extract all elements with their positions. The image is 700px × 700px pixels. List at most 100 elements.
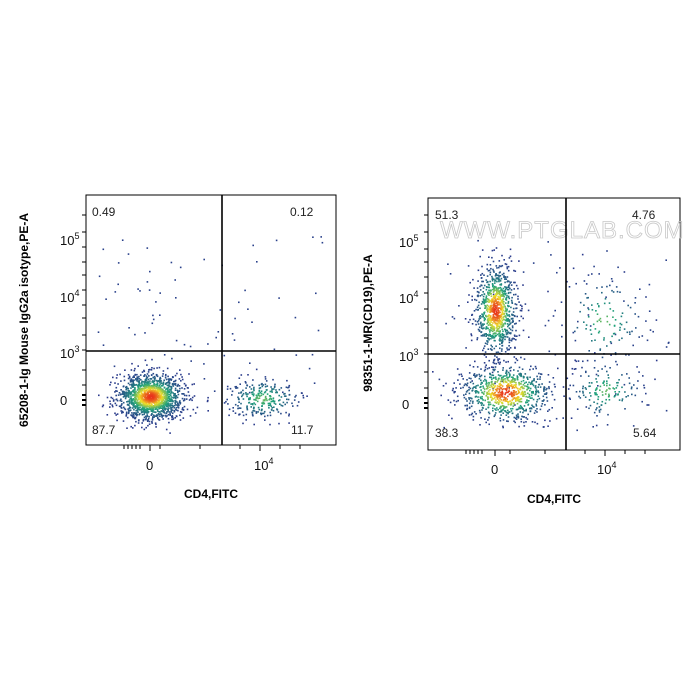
event-dot: [554, 309, 556, 312]
event-dot: [146, 373, 149, 375]
event-dot: [490, 327, 493, 329]
event-dot: [145, 389, 148, 391]
quadrant-lower-right-pct: 11.7: [291, 423, 314, 437]
event-dot: [498, 260, 501, 262]
event-dot: [167, 409, 169, 411]
event-dot: [494, 318, 497, 321]
event-dot: [288, 413, 290, 415]
event-dot: [133, 412, 135, 414]
event-dot: [512, 394, 514, 396]
event-dot: [271, 391, 273, 393]
event-dot: [514, 417, 517, 420]
event-dot: [523, 409, 525, 412]
event-dot: [507, 292, 510, 295]
event-dot: [506, 314, 508, 316]
event-dot: [540, 373, 542, 375]
event-dot: [279, 403, 281, 405]
event-dot: [521, 368, 524, 370]
event-dot: [505, 263, 508, 266]
event-dot: [242, 389, 244, 392]
event-dot: [124, 392, 126, 394]
event-dot: [486, 322, 488, 325]
event-dot: [160, 392, 162, 394]
event-dot: [511, 325, 514, 327]
event-dot: [494, 322, 497, 325]
event-dot: [490, 384, 492, 387]
event-dot: [471, 295, 473, 298]
event-dot: [511, 376, 513, 378]
event-dot: [582, 392, 584, 394]
event-dot: [488, 301, 490, 303]
event-dot: [177, 409, 179, 412]
event-dot: [130, 369, 133, 371]
event-dot: [606, 380, 608, 382]
event-dot: [116, 374, 118, 376]
event-dot: [130, 378, 133, 380]
event-dot: [545, 393, 547, 395]
event-dot: [250, 406, 252, 408]
event-dot: [130, 379, 132, 382]
event-dot: [529, 368, 531, 371]
event-dot: [490, 307, 492, 310]
event-dot: [102, 248, 105, 251]
event-dot: [507, 360, 509, 363]
event-dot: [636, 387, 638, 390]
event-dot: [466, 389, 469, 392]
event-dot: [122, 411, 124, 414]
event-dot: [508, 310, 510, 313]
event-dot: [626, 373, 628, 375]
event-dot: [481, 300, 484, 303]
event-dot: [499, 347, 501, 350]
event-dot: [606, 320, 609, 323]
event-dot: [515, 418, 518, 420]
event-dot: [522, 393, 524, 396]
event-dot: [598, 273, 600, 275]
event-dot: [480, 331, 483, 333]
event-dot: [497, 289, 499, 291]
event-dot: [609, 388, 611, 390]
event-dot: [162, 383, 164, 386]
event-dot: [181, 393, 183, 395]
event-dot: [497, 295, 499, 298]
event-dot: [494, 391, 497, 394]
event-dot: [267, 402, 270, 405]
event-dot: [157, 391, 159, 394]
event-dot: [143, 395, 145, 398]
event-dot: [505, 286, 507, 289]
event-dot: [155, 415, 157, 417]
event-dot: [494, 313, 497, 316]
event-dot: [174, 408, 177, 411]
event-dot: [468, 414, 471, 416]
event-dot: [168, 411, 171, 413]
event-dot: [488, 329, 491, 331]
event-dot: [608, 302, 611, 304]
event-dot: [570, 417, 573, 419]
event-dot: [248, 397, 250, 400]
event-dot: [539, 386, 542, 388]
event-dot: [582, 360, 584, 363]
event-dot: [144, 415, 147, 418]
event-dot: [171, 399, 173, 401]
event-dot: [496, 308, 498, 310]
event-dot: [183, 394, 186, 397]
event-dot: [272, 400, 274, 403]
event-dot: [143, 370, 146, 373]
event-dot: [517, 408, 520, 410]
event-dot: [132, 427, 134, 429]
event-dot: [501, 348, 503, 350]
event-dot: [501, 380, 504, 383]
event-dot: [269, 423, 271, 426]
event-dot: [488, 338, 490, 341]
event-dot: [487, 411, 490, 414]
event-dot: [268, 402, 271, 405]
event-dot: [468, 406, 471, 409]
event-dot: [261, 385, 264, 388]
event-dot: [163, 354, 166, 356]
event-dot: [166, 384, 169, 387]
event-dot: [505, 332, 508, 334]
event-dot: [148, 369, 150, 371]
event-dot: [493, 309, 496, 312]
event-dot: [172, 418, 175, 420]
event-dot: [151, 367, 153, 369]
event-dot: [170, 391, 172, 394]
